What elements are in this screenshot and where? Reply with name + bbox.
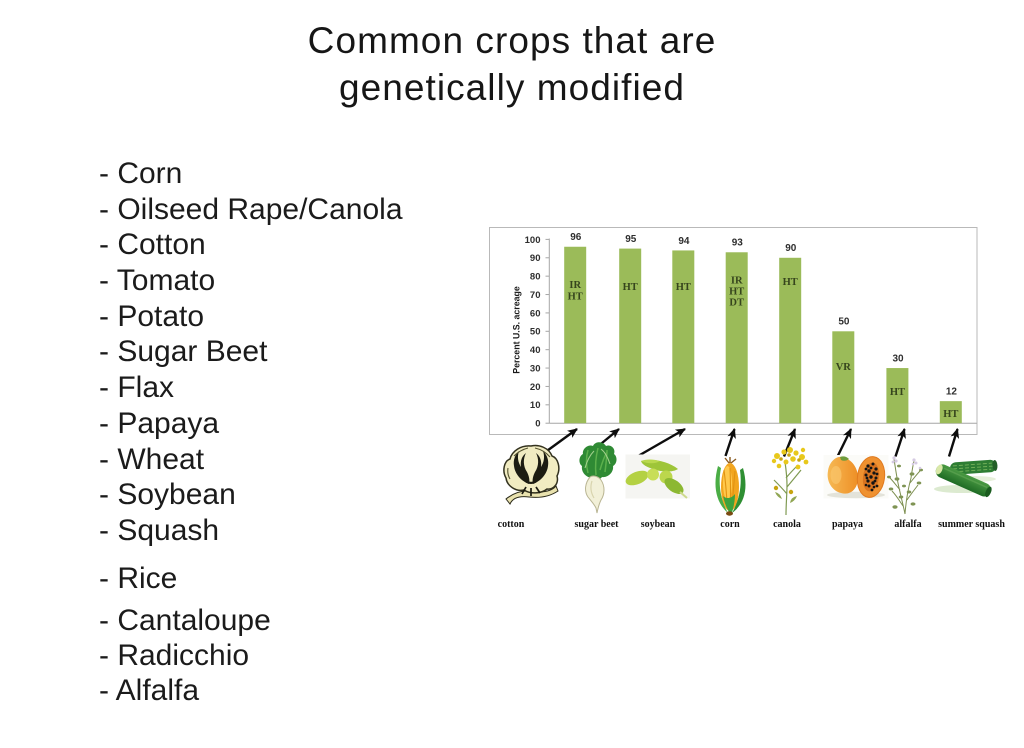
svg-text:soybean: soybean <box>641 519 676 530</box>
svg-text:30: 30 <box>530 363 541 374</box>
svg-text:40: 40 <box>530 345 541 356</box>
svg-text:30: 30 <box>892 353 904 364</box>
svg-text:12: 12 <box>946 387 958 398</box>
svg-text:IR: IR <box>731 276 743 287</box>
svg-text:80: 80 <box>530 272 541 283</box>
svg-text:HT: HT <box>783 277 798 288</box>
svg-text:70: 70 <box>530 290 541 301</box>
svg-text:HT: HT <box>676 282 691 293</box>
svg-text:canola: canola <box>773 519 801 530</box>
svg-text:sugar beet: sugar beet <box>575 519 620 530</box>
svg-text:cotton: cotton <box>498 519 525 530</box>
svg-text:DT: DT <box>729 298 744 309</box>
svg-text:alfalfa: alfalfa <box>894 519 921 530</box>
svg-text:94: 94 <box>678 236 690 247</box>
svg-text:corn: corn <box>720 519 740 530</box>
svg-text:summer squash: summer squash <box>938 519 1005 530</box>
svg-text:HT: HT <box>943 409 958 420</box>
svg-text:10: 10 <box>530 400 541 411</box>
svg-text:50: 50 <box>838 317 850 328</box>
svg-text:50: 50 <box>530 327 541 338</box>
svg-text:20: 20 <box>530 382 541 393</box>
svg-text:HT: HT <box>568 291 583 302</box>
svg-text:HT: HT <box>729 287 744 298</box>
svg-text:papaya: papaya <box>832 519 863 530</box>
svg-text:95: 95 <box>625 234 637 245</box>
svg-text:HT: HT <box>890 387 905 398</box>
svg-text:Percent U.S. acreage: Percent U.S. acreage <box>511 286 521 374</box>
svg-text:VR: VR <box>836 362 852 373</box>
svg-text:100: 100 <box>525 235 541 246</box>
svg-text:HT: HT <box>623 282 638 293</box>
svg-text:96: 96 <box>570 232 582 243</box>
svg-text:90: 90 <box>530 253 541 264</box>
svg-text:90: 90 <box>785 243 797 254</box>
svg-text:0: 0 <box>535 419 540 430</box>
svg-text:93: 93 <box>732 238 744 249</box>
svg-text:60: 60 <box>530 308 541 319</box>
svg-text:IR: IR <box>569 280 581 291</box>
